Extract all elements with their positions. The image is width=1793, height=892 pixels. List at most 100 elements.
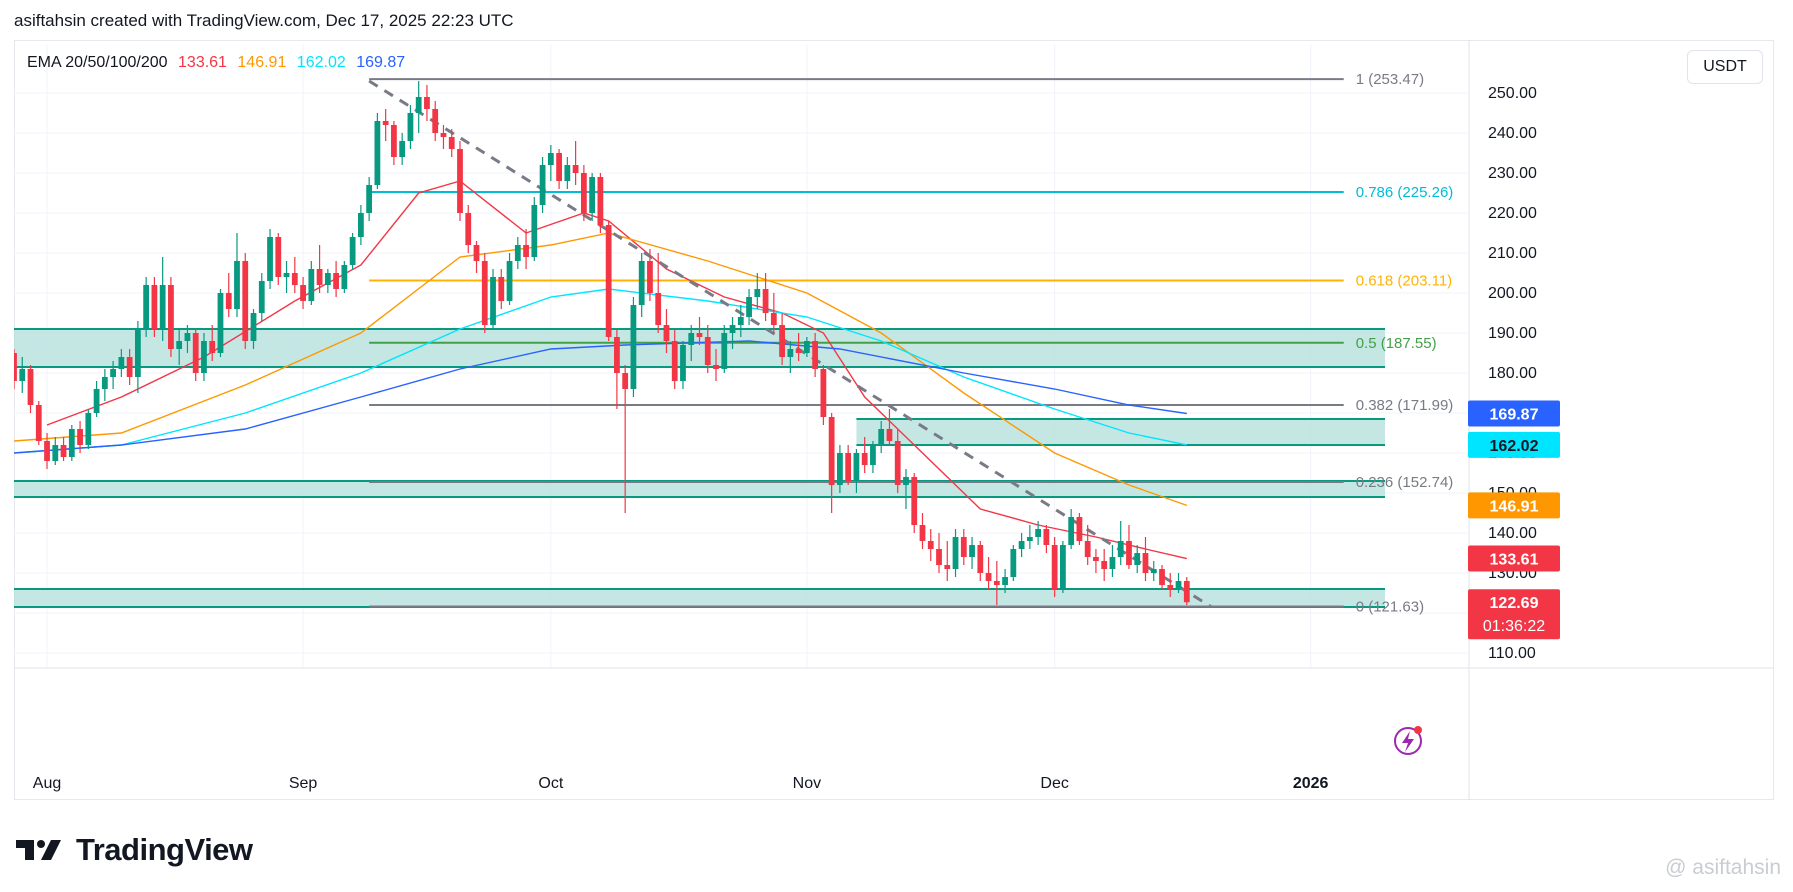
candle[interactable] xyxy=(1109,545,1116,577)
candle[interactable] xyxy=(267,229,273,289)
candle[interactable] xyxy=(696,317,703,345)
candle[interactable] xyxy=(473,241,480,273)
candle[interactable] xyxy=(828,413,835,513)
candle[interactable] xyxy=(737,305,744,337)
candle[interactable] xyxy=(713,349,719,381)
candle[interactable] xyxy=(1159,565,1165,589)
candle[interactable] xyxy=(242,253,249,349)
candle[interactable] xyxy=(787,341,794,373)
candle[interactable] xyxy=(184,325,191,353)
candle[interactable] xyxy=(391,121,397,165)
candle[interactable] xyxy=(1126,525,1132,569)
candle[interactable] xyxy=(341,261,348,293)
candle[interactable] xyxy=(498,269,505,309)
candle[interactable] xyxy=(308,261,315,305)
candle[interactable] xyxy=(812,333,819,377)
candle[interactable] xyxy=(622,365,629,513)
candle[interactable] xyxy=(366,177,373,221)
candle[interactable] xyxy=(85,409,92,449)
candle[interactable] xyxy=(647,249,653,301)
candle[interactable] xyxy=(1134,545,1141,573)
candle[interactable] xyxy=(837,445,843,493)
candle[interactable] xyxy=(143,277,150,337)
price-tag[interactable]: 162.02 xyxy=(1468,431,1560,458)
candle[interactable] xyxy=(110,361,116,389)
candle[interactable] xyxy=(93,381,100,417)
candle[interactable] xyxy=(250,309,257,349)
candle[interactable] xyxy=(886,409,893,445)
candle[interactable] xyxy=(853,449,860,493)
candle[interactable] xyxy=(564,157,571,189)
candle[interactable] xyxy=(952,529,959,577)
candle[interactable] xyxy=(176,329,183,365)
candle[interactable] xyxy=(209,325,216,361)
candle[interactable] xyxy=(754,273,761,309)
price-tag[interactable]: 133.61 xyxy=(1468,545,1560,572)
candle[interactable] xyxy=(432,101,439,141)
candle[interactable] xyxy=(1035,521,1042,545)
candle[interactable] xyxy=(746,289,752,325)
candle[interactable] xyxy=(539,157,546,213)
candle[interactable] xyxy=(192,329,199,381)
candle[interactable] xyxy=(1150,561,1157,581)
candle[interactable] xyxy=(671,329,678,389)
candle[interactable] xyxy=(1076,513,1083,545)
candle[interactable] xyxy=(159,257,166,341)
candle[interactable] xyxy=(638,253,645,317)
candle[interactable] xyxy=(201,333,207,381)
candle[interactable] xyxy=(1175,573,1182,593)
candle[interactable] xyxy=(969,537,975,569)
candle[interactable] xyxy=(605,221,612,341)
candle[interactable] xyxy=(77,421,83,453)
candle[interactable] xyxy=(357,205,364,245)
currency-selector[interactable]: USDT xyxy=(1687,50,1763,84)
candle[interactable] xyxy=(919,513,926,549)
candle[interactable] xyxy=(382,109,389,141)
candle[interactable] xyxy=(944,541,951,581)
candle[interactable] xyxy=(655,253,662,333)
candle[interactable] xyxy=(440,125,447,149)
candle[interactable] xyxy=(663,309,670,353)
candle[interactable] xyxy=(258,273,265,321)
candle[interactable] xyxy=(234,233,240,317)
candle[interactable] xyxy=(580,165,587,221)
candle[interactable] xyxy=(1093,549,1099,573)
candle[interactable] xyxy=(27,365,34,413)
candle[interactable] xyxy=(770,293,777,333)
candle[interactable] xyxy=(407,105,414,149)
candle[interactable] xyxy=(1018,533,1025,557)
candle[interactable] xyxy=(225,273,232,317)
candle[interactable] xyxy=(283,261,290,293)
candle[interactable] xyxy=(1183,577,1190,605)
candle[interactable] xyxy=(630,297,637,397)
candle[interactable] xyxy=(1060,541,1066,593)
ema-legend[interactable]: EMA 20/50/100/200 133.61 146.91 162.02 1… xyxy=(27,54,411,72)
candle[interactable] xyxy=(52,437,59,465)
candle[interactable] xyxy=(275,233,282,285)
candle[interactable] xyxy=(680,341,686,389)
candle[interactable] xyxy=(1142,537,1149,581)
candle[interactable] xyxy=(101,369,108,401)
price-tag[interactable]: 169.87 xyxy=(1468,400,1560,427)
candle[interactable] xyxy=(415,81,422,133)
candle[interactable] xyxy=(374,113,381,189)
candle[interactable] xyxy=(490,269,496,329)
candle[interactable] xyxy=(960,529,967,565)
bolt-icon[interactable] xyxy=(1394,726,1422,755)
downtrend-line[interactable] xyxy=(368,79,1213,609)
candle[interactable] xyxy=(291,257,298,293)
candle[interactable] xyxy=(324,269,331,293)
candle[interactable] xyxy=(597,173,604,233)
candle[interactable] xyxy=(11,349,17,389)
candle[interactable] xyxy=(572,141,579,185)
candle[interactable] xyxy=(556,149,562,189)
support-resistance-zone[interactable] xyxy=(14,589,1385,607)
candle[interactable] xyxy=(1101,549,1108,581)
candle[interactable] xyxy=(300,277,306,309)
candle[interactable] xyxy=(704,325,711,373)
candle[interactable] xyxy=(399,133,406,165)
candle[interactable] xyxy=(316,245,323,293)
tradingview-logo[interactable]: TradingView xyxy=(16,832,253,868)
candle[interactable] xyxy=(993,561,1000,605)
